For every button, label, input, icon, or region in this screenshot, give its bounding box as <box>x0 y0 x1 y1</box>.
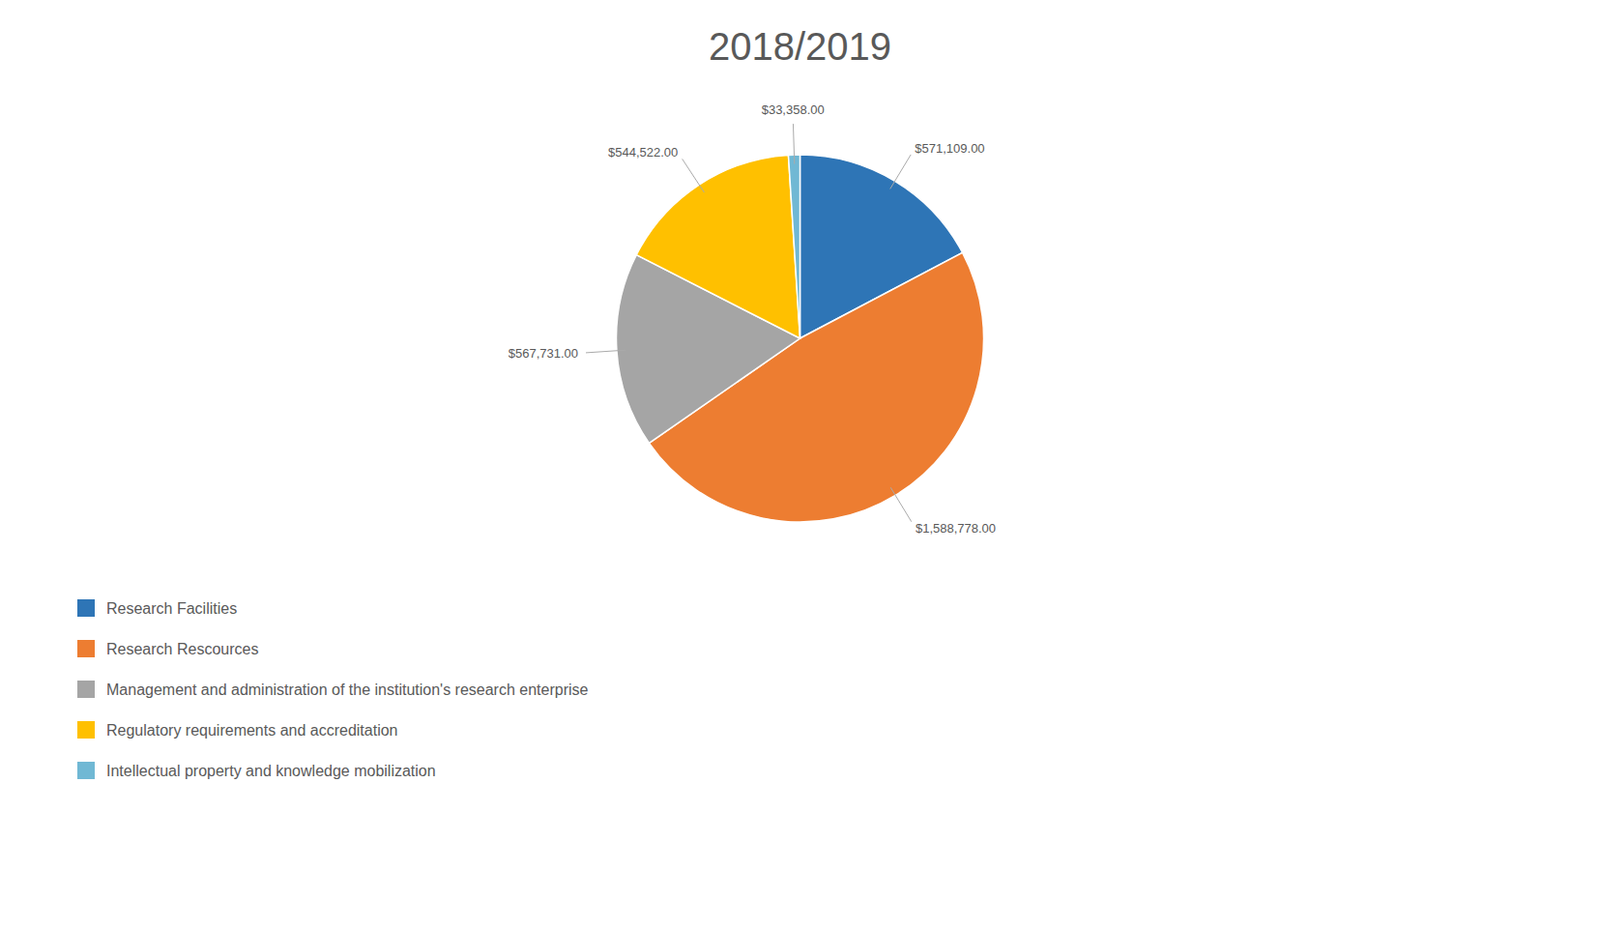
legend-swatch <box>77 680 95 699</box>
pie-slice <box>787 154 800 339</box>
legend-item: Research Rescources <box>77 640 259 658</box>
data-label: $571,109.00 <box>914 141 985 156</box>
legend-item: Management and administration of the ins… <box>77 680 589 699</box>
leader-line <box>890 487 912 522</box>
legend-item: Regulatory requirements and accreditatio… <box>77 721 399 739</box>
data-label: $1,588,778.00 <box>915 521 996 536</box>
legend-label: Management and administration of the ins… <box>106 681 589 699</box>
pie <box>616 154 985 523</box>
data-label: $544,522.00 <box>608 145 678 160</box>
legend-label: Research Facilities <box>106 600 237 617</box>
leader-line <box>792 123 794 164</box>
pie-slice <box>636 154 800 339</box>
legend-label: Intellectual property and knowledge mobi… <box>106 762 437 780</box>
legend-swatch <box>77 599 95 617</box>
leader-line <box>585 349 626 353</box>
legend-item: Research Facilities <box>77 599 237 617</box>
legend-label: Research Rescources <box>106 640 259 658</box>
leader-line <box>682 158 705 193</box>
legend-item: Intellectual property and knowledge mobi… <box>77 761 437 780</box>
legend: Research Facilities Research Rescources Ma… <box>77 599 589 780</box>
legend-swatch <box>77 640 95 658</box>
chart-title: 2018/2019 <box>708 25 892 68</box>
legend-swatch <box>77 761 95 780</box>
data-labels: $571,109.00 $1,588,778.00 $567,731.00 $544,… <box>508 102 996 537</box>
data-label: $33,358.00 <box>761 102 825 117</box>
chart-svg: 2018/2019 $571,109.00 $1,588,778.00 $567,73… <box>0 0 1600 928</box>
legend-label: Regulatory requirements and accreditatio… <box>106 722 399 739</box>
legend-swatch <box>77 721 95 739</box>
data-label: $567,731.00 <box>508 346 579 361</box>
leader-line <box>890 154 911 190</box>
